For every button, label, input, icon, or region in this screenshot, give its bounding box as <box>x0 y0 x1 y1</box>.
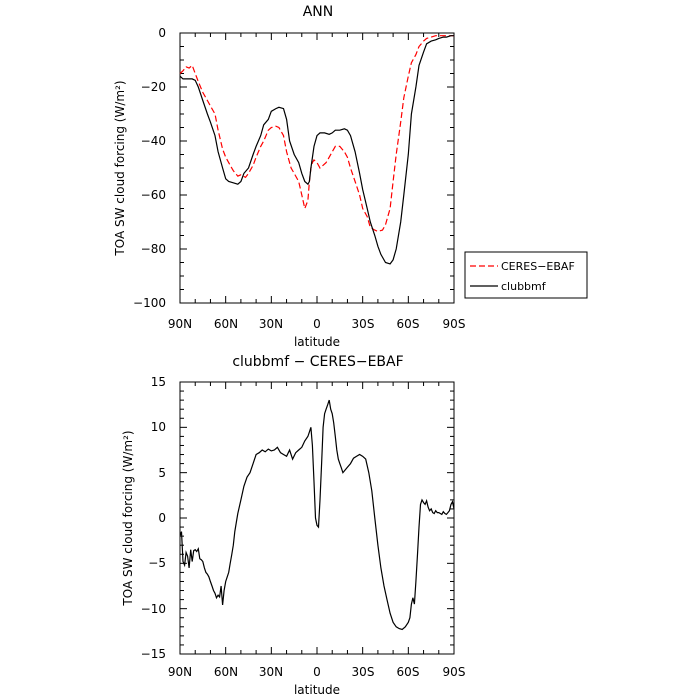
series-line-difference <box>179 399 455 631</box>
top-y-tick-label: −60 <box>141 188 166 202</box>
top-x-axis-title: latitude <box>294 335 340 349</box>
top-x-tick-label: 0 <box>313 317 321 331</box>
top-x-tick-label: 60S <box>397 317 420 331</box>
bottom-x-tick-label: 90N <box>168 665 192 679</box>
bottom-panel: clubbmf − CERES−EBAF 90N 60N 30N 0 30S 6… <box>121 354 465 697</box>
top-y-tick-label: −80 <box>141 242 166 256</box>
top-y-tick-label: −100 <box>133 296 166 310</box>
bottom-x-tick-labels: 90N 60N 30N 0 30S 60S 90S <box>168 665 466 679</box>
legend-label-ceres-ebaf: CERES−EBAF <box>501 260 575 273</box>
bottom-y-tick-label: −15 <box>141 647 166 661</box>
top-major-ticks <box>179 32 455 304</box>
legend-box <box>464 251 588 299</box>
bottom-y-tick-label: −5 <box>148 556 166 570</box>
bottom-y-axis-title: TOA SW cloud forcing (W/m²) <box>121 430 135 606</box>
top-x-tick-label: 90S <box>443 317 466 331</box>
bottom-x-tick-label: 30S <box>352 665 375 679</box>
top-minor-ticks <box>180 33 454 303</box>
top-y-tick-label: −20 <box>141 80 166 94</box>
bottom-y-tick-label: 0 <box>158 511 166 525</box>
top-x-tick-label: 90N <box>168 317 192 331</box>
bottom-x-tick-label: 60N <box>214 665 238 679</box>
bottom-y-tick-label: 5 <box>158 466 166 480</box>
bottom-x-axis-title: latitude <box>294 683 340 697</box>
top-x-tick-label: 60N <box>214 317 238 331</box>
bottom-y-tick-labels: 15 10 5 0 −5 −10 −15 <box>141 375 166 661</box>
series-line-clubbmf <box>179 35 454 265</box>
top-y-tick-label: 0 <box>158 26 166 40</box>
bottom-major-ticks <box>179 381 455 655</box>
bottom-panel-title: clubbmf − CERES−EBAF <box>232 354 403 370</box>
bottom-x-tick-label: 30N <box>259 665 283 679</box>
top-x-tick-label: 30S <box>352 317 375 331</box>
top-x-tick-labels: 90N 60N 30N 0 30S 60S 90S <box>168 317 466 331</box>
series-line-ceres-ebaf <box>179 35 454 233</box>
bottom-y-tick-label: 10 <box>151 420 166 434</box>
bottom-x-tick-label: 60S <box>397 665 420 679</box>
top-panel-title: ANN <box>303 4 334 20</box>
legend-label-clubbmf: clubbmf <box>501 280 547 293</box>
top-panel: ANN 90N 60N 30N 0 30S 60S 90S 0 −20 −40 … <box>113 4 588 349</box>
bottom-minor-ticks <box>180 382 454 654</box>
top-x-tick-label: 30N <box>259 317 283 331</box>
top-y-tick-label: −40 <box>141 134 166 148</box>
top-y-tick-labels: 0 −20 −40 −60 −80 −100 <box>133 26 166 310</box>
top-y-axis-title: TOA SW cloud forcing (W/m²) <box>113 80 127 256</box>
bottom-y-tick-label: −10 <box>141 602 166 616</box>
bottom-y-tick-label: 15 <box>151 375 166 389</box>
bottom-x-tick-label: 0 <box>313 665 321 679</box>
bottom-x-tick-label: 90S <box>443 665 466 679</box>
legend: CERES−EBAF clubbmf <box>464 251 588 299</box>
